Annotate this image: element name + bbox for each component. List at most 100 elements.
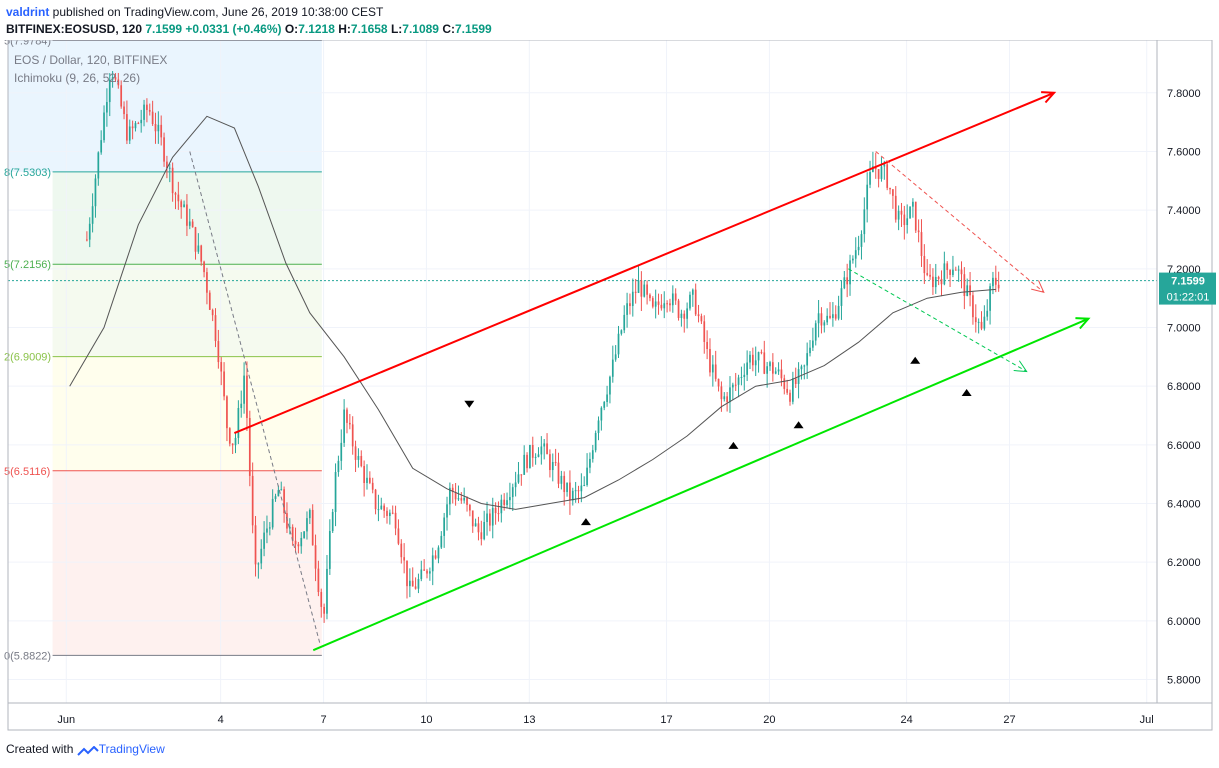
y-tick-label: 5.8000 [1167, 675, 1201, 687]
candle-body [952, 269, 954, 275]
candle-body [297, 544, 300, 547]
candle-body [800, 366, 803, 370]
candle-body [283, 489, 285, 514]
candle-body [706, 341, 708, 349]
dashed-red-trendline-arrowhead [1031, 280, 1045, 294]
candle-body [491, 507, 494, 526]
candle-body [357, 455, 360, 460]
candle-body [200, 245, 203, 262]
candle-body [869, 172, 871, 185]
chart-header: valdrint published on TradingView.com, J… [0, 0, 1219, 40]
open-value: 7.1218 [298, 22, 335, 36]
candle-body [414, 586, 417, 589]
candle-body [780, 369, 783, 379]
candle-body [786, 388, 789, 393]
candle-body [131, 126, 134, 129]
candle-body [674, 293, 677, 301]
fib-zone [52, 356, 322, 471]
candle-body [254, 525, 257, 565]
dashed-green-trendline-arrowhead [1013, 360, 1028, 373]
candle-body [634, 291, 637, 293]
created-with-text: Created with [6, 742, 74, 756]
candle-body [346, 409, 348, 423]
candle-body [763, 352, 766, 374]
candle-body [677, 300, 680, 318]
x-tick-label: 10 [420, 714, 432, 726]
candle-body [174, 193, 177, 195]
fib-level-label: 8(7.5303) [4, 167, 51, 179]
candle-body [420, 569, 423, 580]
candle-body [371, 482, 374, 490]
candle-body [817, 313, 820, 324]
candle-body [669, 303, 671, 306]
candle-body [837, 305, 840, 319]
fib-level-label: 5(6.5116) [4, 466, 50, 478]
candle-body [240, 403, 243, 408]
candle-body [266, 528, 268, 533]
candle-body [314, 545, 317, 569]
candle-body [388, 512, 391, 516]
candle-body [203, 261, 205, 273]
candle-body [697, 314, 700, 317]
candle-body [549, 454, 551, 471]
candle-body [294, 540, 297, 545]
fib-level-label: 5(7.9784) [4, 40, 51, 47]
fibonacci-zones [8, 40, 322, 656]
candle-body [337, 460, 340, 473]
candle-body [180, 201, 183, 208]
candle-body [883, 164, 886, 167]
candle-body [391, 512, 394, 514]
candle-body [191, 221, 194, 228]
candle-body [872, 166, 874, 173]
author-name[interactable]: valdrint [6, 5, 50, 19]
candle-body [128, 126, 131, 141]
candle-body [537, 454, 540, 457]
candle-body [843, 277, 846, 289]
candle-body [557, 462, 560, 484]
candle-body [546, 443, 548, 455]
tradingview-brand[interactable]: TradingView [98, 742, 165, 756]
x-tick-label: 13 [523, 714, 535, 726]
candle-body [909, 206, 911, 219]
price-chart[interactable]: 5(7.9784) 8(7.5303) 5(7.2156) 2(6.9009) 5(6.… [0, 40, 1219, 740]
candle-body [117, 79, 120, 86]
trendlines[interactable] [189, 91, 1091, 652]
candle-body [351, 424, 354, 447]
candle-body [866, 184, 869, 210]
candle-body [480, 532, 483, 540]
candle-body [380, 505, 383, 510]
candle-body [734, 384, 737, 386]
candle-body [449, 487, 451, 505]
candle-body [826, 315, 829, 323]
candle-body [929, 274, 931, 277]
candle-body [106, 102, 108, 113]
candle-body [900, 210, 903, 215]
candle-body [994, 277, 997, 285]
candle-body [171, 167, 174, 194]
candle-body [926, 273, 929, 275]
candle-body [774, 371, 777, 374]
candle-body [863, 209, 866, 235]
candle-body [151, 111, 154, 125]
candle-body [806, 353, 809, 366]
y-tick-label: 7.4000 [1167, 205, 1201, 217]
candle-body [520, 474, 523, 476]
candle-body [997, 284, 1000, 289]
candle-body [954, 269, 957, 271]
candle-body [892, 189, 894, 196]
candle-body [140, 119, 143, 124]
y-tick-label: 6.2000 [1167, 557, 1201, 569]
candle-body [792, 378, 794, 402]
candle-body [877, 169, 880, 179]
candle-body [626, 303, 628, 315]
candle-body [526, 454, 528, 469]
candle-body [920, 232, 923, 257]
candle-body [511, 487, 514, 498]
candle-body [731, 384, 734, 388]
candle-body [726, 396, 728, 403]
candle-body [220, 362, 223, 372]
x-tick-label: 24 [900, 714, 912, 726]
candle-body [103, 112, 105, 141]
candle-body [509, 497, 511, 501]
candle-body [686, 308, 688, 319]
